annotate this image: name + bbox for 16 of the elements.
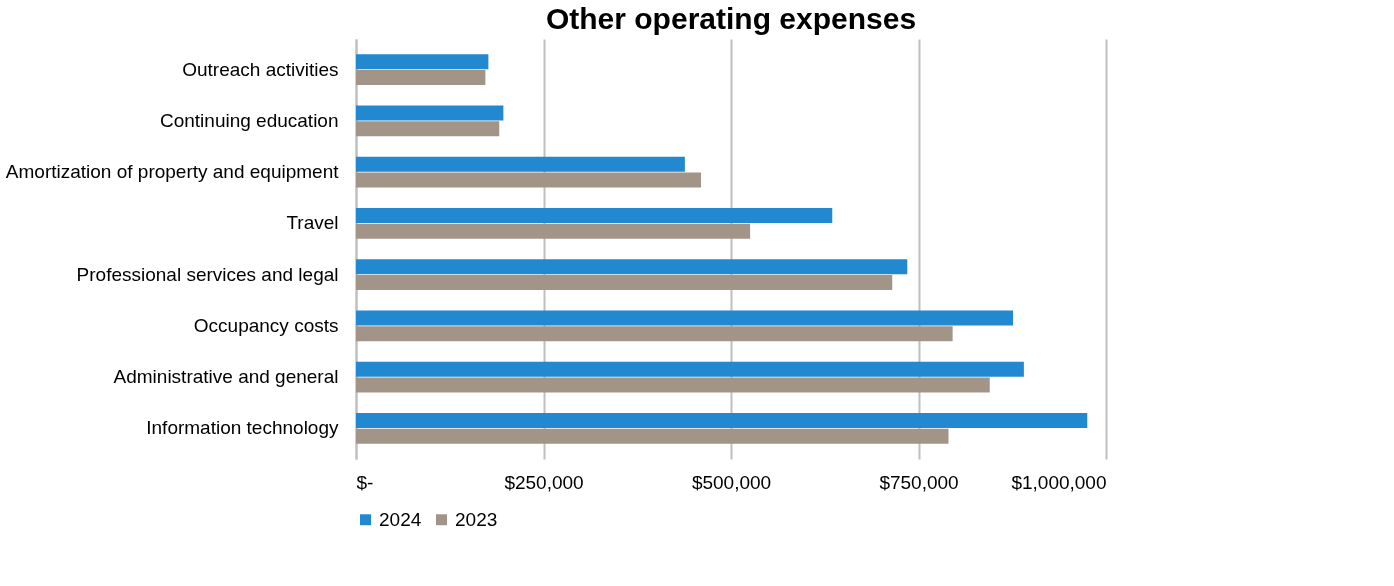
y-tick-label: Outreach activities <box>182 58 339 80</box>
x-tick-label: $250,000 <box>504 471 584 493</box>
y-tick-label: Administrative and general <box>113 366 339 388</box>
y-tick-label: Information technology <box>146 417 339 439</box>
y-tick-label: Amortization of property and equipment <box>5 161 340 183</box>
y-tick-label: Continuing education <box>159 109 339 131</box>
x-tick-label: $- <box>356 471 374 493</box>
legend-label: 2023 <box>455 508 498 530</box>
x-tick-label: $1,000,000 <box>1011 471 1107 493</box>
y-tick-label: Occupancy costs <box>193 314 339 336</box>
x-tick-label: $500,000 <box>691 471 772 493</box>
y-tick-label: Professional services and legal <box>76 263 339 285</box>
legend-label: 2024 <box>379 508 422 530</box>
chart-title: Other operating expenses <box>545 2 917 35</box>
y-tick-label: Travel <box>286 212 339 234</box>
x-tick-label: $750,000 <box>879 471 959 493</box>
